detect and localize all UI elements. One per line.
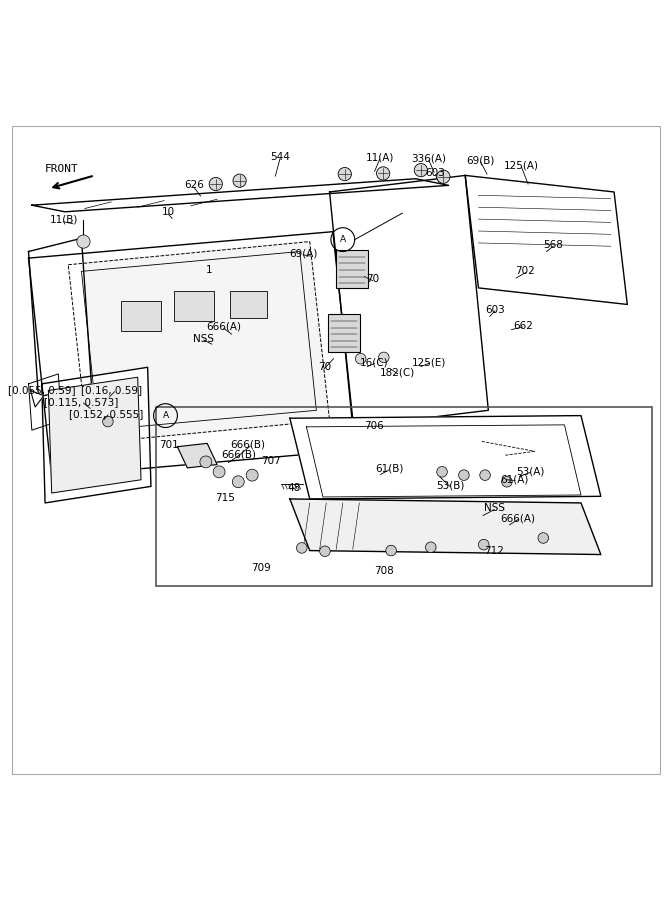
Circle shape (103, 417, 113, 427)
Text: 69(B): 69(B) (466, 155, 495, 166)
Text: 666(A): 666(A) (501, 513, 536, 523)
Circle shape (297, 543, 307, 553)
Text: 1: 1 (206, 265, 213, 275)
Text: 125(A): 125(A) (504, 160, 539, 170)
Text: NSS: NSS (193, 334, 214, 344)
Text: 10: 10 (161, 207, 175, 217)
Text: 11(B): 11(B) (49, 215, 78, 225)
Text: 70: 70 (317, 362, 331, 372)
Polygon shape (32, 179, 449, 212)
Text: 69(A): 69(A) (289, 248, 317, 258)
Polygon shape (329, 176, 488, 427)
Text: 11(A): 11(A) (366, 153, 394, 163)
Text: 568: 568 (543, 240, 563, 250)
Bar (230, 292, 267, 318)
Circle shape (213, 466, 225, 478)
Text: 61(A): 61(A) (501, 474, 529, 484)
Text: 666(A): 666(A) (206, 322, 241, 332)
Text: 715: 715 (215, 493, 235, 503)
Text: 53(A): 53(A) (516, 466, 544, 476)
Circle shape (437, 466, 448, 477)
Text: 712: 712 (484, 546, 504, 556)
Circle shape (232, 476, 244, 488)
Polygon shape (68, 241, 329, 444)
Circle shape (502, 476, 512, 487)
Circle shape (426, 542, 436, 553)
Circle shape (538, 533, 548, 544)
Circle shape (209, 177, 222, 191)
Bar (156, 407, 652, 586)
Text: 336(A): 336(A) (412, 154, 446, 164)
Circle shape (246, 469, 258, 482)
Polygon shape (42, 367, 151, 503)
Text: 544: 544 (270, 152, 290, 162)
Text: [0.16, 0.59]: [0.16, 0.59] (81, 385, 142, 395)
Polygon shape (465, 176, 627, 304)
Circle shape (437, 170, 450, 184)
Polygon shape (31, 391, 44, 407)
Text: 603: 603 (485, 305, 505, 315)
Circle shape (377, 166, 390, 180)
Text: [0.152, 0.555]: [0.152, 0.555] (69, 409, 143, 419)
Text: A: A (340, 235, 346, 244)
Text: 16(C): 16(C) (360, 357, 389, 367)
Circle shape (480, 470, 490, 481)
Text: 662: 662 (513, 320, 533, 330)
Circle shape (356, 354, 366, 364)
Circle shape (379, 352, 389, 363)
Circle shape (233, 174, 246, 187)
Text: 53(B): 53(B) (436, 480, 464, 491)
Bar (328, 314, 360, 352)
Bar (336, 249, 368, 288)
Polygon shape (290, 416, 601, 499)
Polygon shape (290, 499, 601, 554)
Circle shape (478, 539, 489, 550)
Text: 708: 708 (374, 566, 394, 576)
Text: 626: 626 (184, 180, 204, 191)
Circle shape (338, 167, 352, 181)
Polygon shape (49, 377, 141, 493)
Polygon shape (29, 231, 356, 476)
Text: [0.115, 0.573]: [0.115, 0.573] (44, 397, 119, 407)
Text: A: A (163, 411, 169, 420)
Text: 125(E): 125(E) (412, 357, 446, 367)
Text: 666(B): 666(B) (221, 450, 255, 460)
Circle shape (459, 470, 469, 481)
Text: 61(B): 61(B) (375, 464, 404, 473)
Text: 182(C): 182(C) (380, 367, 416, 378)
Circle shape (414, 164, 428, 176)
Text: 666(B): 666(B) (231, 440, 265, 450)
Circle shape (386, 545, 396, 556)
Text: FRONT: FRONT (45, 164, 79, 174)
Text: 603: 603 (426, 168, 446, 178)
Bar (174, 292, 214, 321)
Text: 709: 709 (251, 562, 271, 572)
Text: 706: 706 (364, 420, 384, 430)
Circle shape (200, 456, 212, 468)
Text: NSS: NSS (484, 503, 505, 513)
Text: 70: 70 (366, 274, 379, 284)
Text: 707: 707 (261, 456, 281, 466)
Text: 48: 48 (288, 483, 301, 493)
Polygon shape (177, 444, 217, 468)
Bar (121, 302, 161, 331)
Circle shape (319, 546, 330, 556)
Text: 701: 701 (159, 440, 179, 450)
Text: 702: 702 (516, 266, 536, 276)
Text: [0.055, 0.59]: [0.055, 0.59] (8, 385, 75, 395)
Polygon shape (29, 238, 91, 397)
Circle shape (77, 235, 90, 248)
